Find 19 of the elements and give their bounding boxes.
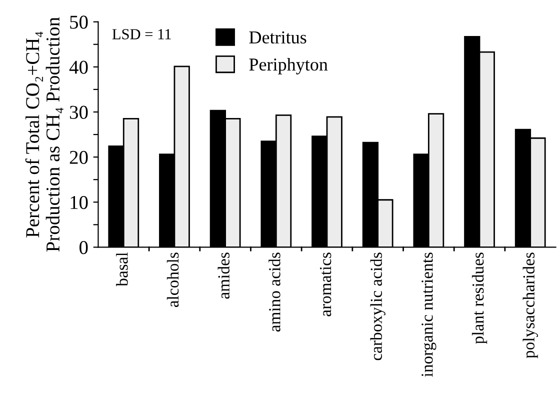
- x-tick-label: inorganic nutrients: [422, 252, 436, 377]
- y-tick-label: 50: [70, 16, 88, 29]
- legend-label: Detritus: [249, 31, 306, 44]
- x-tick-label: aromatics: [320, 252, 332, 316]
- x-tick-label: basal: [116, 252, 128, 286]
- y-tick-label: 30: [70, 106, 88, 119]
- x-tick-label: carboxylic acids: [370, 252, 386, 360]
- y-axis-title: Percent of Total CO₂+CH₄ Production as CH₄ Production: [25, 17, 64, 252]
- legend-label: Periphyton: [249, 58, 328, 74]
- x-tick-label: alcohols: [166, 252, 179, 308]
- y-tick-label: 0: [80, 241, 88, 254]
- x-tick-label: plant residues: [472, 252, 488, 344]
- y-tick-label: 10: [70, 196, 88, 210]
- x-tick-label: amino acids: [268, 252, 280, 332]
- y-tick-label: 40: [69, 60, 88, 74]
- annotation: LSD = 11: [112, 29, 171, 40]
- x-tick-label: polysaccharides: [522, 252, 538, 358]
- y-tick-label: 20: [70, 150, 88, 164]
- x-tick-label: amides: [218, 252, 230, 299]
